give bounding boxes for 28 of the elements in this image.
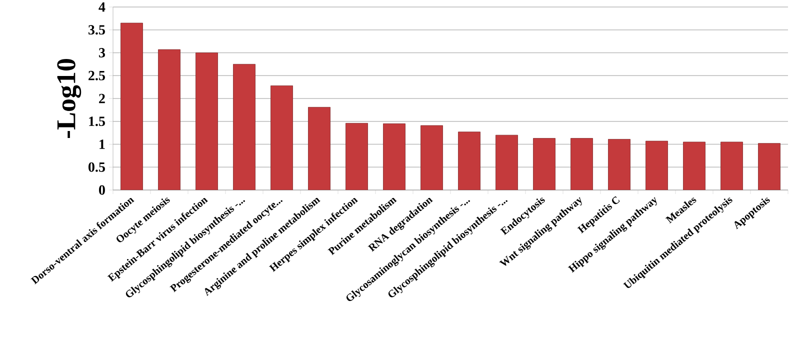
bar (458, 132, 480, 190)
bar (683, 142, 706, 190)
y-tick-label: 1 (100, 140, 105, 149)
bar (720, 142, 743, 190)
bar (758, 143, 780, 190)
bar (533, 138, 556, 190)
y-tick-label: 0.5 (88, 162, 105, 172)
bar (608, 139, 630, 190)
bar (158, 49, 180, 190)
y-tick-label: 0 (99, 185, 105, 195)
y-tick-label: 3 (99, 48, 105, 58)
bar (120, 22, 143, 190)
y-tick-label: 1.5 (89, 116, 105, 126)
bar (196, 52, 218, 190)
bar (346, 123, 368, 190)
bar (646, 140, 668, 190)
bar (308, 106, 330, 190)
y-tick-label: 2 (99, 94, 105, 104)
y-tick-label: 2.5 (88, 70, 105, 80)
bar (570, 138, 593, 190)
bar (383, 123, 406, 190)
y-axis-title: -Log10 (57, 59, 82, 138)
bar (420, 125, 443, 190)
y-tick-label: 3.5 (88, 25, 105, 35)
bar (270, 85, 293, 190)
bar (233, 64, 256, 190)
y-tick-label: 4 (98, 2, 106, 12)
bar (496, 134, 518, 190)
